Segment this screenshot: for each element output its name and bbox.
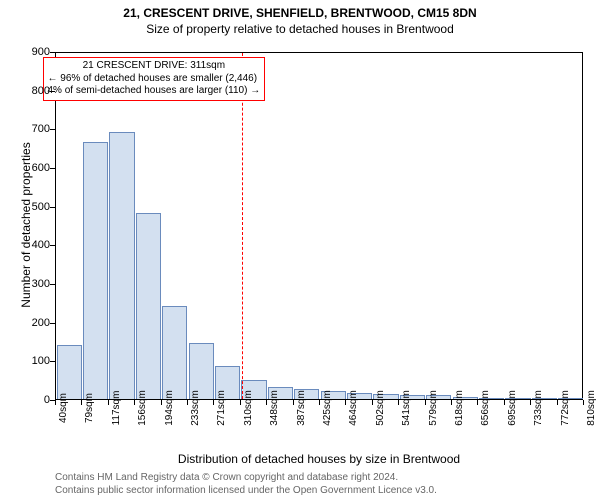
x-tick-label: 387sqm xyxy=(296,390,307,426)
plot-area: 21 CRESCENT DRIVE: 311sqm← 96% of detach… xyxy=(55,52,583,400)
x-tick-label: 464sqm xyxy=(348,390,359,426)
y-tick-mark xyxy=(50,129,55,130)
chart-container: 21, CRESCENT DRIVE, SHENFIELD, BRENTWOOD… xyxy=(0,0,600,500)
x-tick-label: 271sqm xyxy=(216,390,227,426)
x-tick-mark xyxy=(81,400,82,405)
x-tick-label: 772sqm xyxy=(560,390,571,426)
y-tick-label: 500 xyxy=(20,201,50,213)
callout-box: 21 CRESCENT DRIVE: 311sqm← 96% of detach… xyxy=(43,57,266,101)
callout-line: 4% of semi-detached houses are larger (1… xyxy=(48,85,261,98)
x-tick-mark xyxy=(55,400,56,405)
x-tick-label: 425sqm xyxy=(322,390,333,426)
callout-line: ← 96% of detached houses are smaller (2,… xyxy=(48,73,261,86)
callout-line: 21 CRESCENT DRIVE: 311sqm xyxy=(48,60,261,73)
x-tick-label: 695sqm xyxy=(507,390,518,426)
y-tick-label: 800 xyxy=(20,85,50,97)
reference-line xyxy=(242,53,243,399)
y-tick-label: 100 xyxy=(20,355,50,367)
y-tick-label: 900 xyxy=(20,46,50,58)
x-tick-mark xyxy=(557,400,558,405)
x-tick-mark xyxy=(530,400,531,405)
x-tick-label: 579sqm xyxy=(428,390,439,426)
x-tick-mark xyxy=(293,400,294,405)
x-tick-label: 618sqm xyxy=(454,390,465,426)
histogram-bar xyxy=(83,142,108,399)
x-tick-label: 194sqm xyxy=(164,390,175,426)
footer-line-1: Contains HM Land Registry data © Crown c… xyxy=(55,472,398,483)
x-tick-label: 656sqm xyxy=(480,390,491,426)
y-tick-mark xyxy=(50,361,55,362)
histogram-bar xyxy=(109,132,134,399)
y-tick-mark xyxy=(50,168,55,169)
x-tick-mark xyxy=(345,400,346,405)
y-tick-mark xyxy=(50,52,55,53)
y-tick-label: 200 xyxy=(20,317,50,329)
y-tick-mark xyxy=(50,284,55,285)
x-tick-label: 502sqm xyxy=(375,390,386,426)
x-tick-mark xyxy=(583,400,584,405)
x-tick-mark xyxy=(398,400,399,405)
x-tick-label: 40sqm xyxy=(58,393,69,423)
x-tick-mark xyxy=(187,400,188,405)
y-tick-label: 300 xyxy=(20,278,50,290)
x-tick-mark xyxy=(477,400,478,405)
x-tick-mark xyxy=(213,400,214,405)
y-tick-label: 700 xyxy=(20,123,50,135)
y-tick-label: 600 xyxy=(20,162,50,174)
x-tick-mark xyxy=(504,400,505,405)
x-tick-label: 310sqm xyxy=(243,390,254,426)
x-tick-label: 117sqm xyxy=(111,391,122,426)
x-tick-label: 348sqm xyxy=(269,390,280,426)
y-tick-label: 400 xyxy=(20,239,50,251)
y-tick-mark xyxy=(50,207,55,208)
y-tick-mark xyxy=(50,245,55,246)
chart-subtitle: Size of property relative to detached ho… xyxy=(0,22,600,36)
x-tick-mark xyxy=(372,400,373,405)
x-tick-label: 810sqm xyxy=(586,390,597,426)
y-tick-mark xyxy=(50,91,55,92)
x-tick-mark xyxy=(451,400,452,405)
x-tick-mark xyxy=(266,400,267,405)
x-tick-label: 733sqm xyxy=(533,390,544,426)
y-tick-mark xyxy=(50,323,55,324)
x-tick-label: 156sqm xyxy=(137,390,148,426)
x-tick-mark xyxy=(319,400,320,405)
histogram-bar xyxy=(57,345,82,399)
x-tick-label: 79sqm xyxy=(84,393,95,423)
x-tick-label: 541sqm xyxy=(401,390,412,426)
x-tick-mark xyxy=(161,400,162,405)
x-tick-label: 233sqm xyxy=(190,390,201,426)
x-tick-mark xyxy=(240,400,241,405)
x-tick-mark xyxy=(425,400,426,405)
chart-titles: 21, CRESCENT DRIVE, SHENFIELD, BRENTWOOD… xyxy=(0,0,600,36)
x-tick-mark xyxy=(108,400,109,405)
x-axis-label: Distribution of detached houses by size … xyxy=(55,452,583,466)
histogram-bar xyxy=(136,213,161,399)
chart-title: 21, CRESCENT DRIVE, SHENFIELD, BRENTWOOD… xyxy=(0,6,600,20)
footer-line-2: Contains public sector information licen… xyxy=(55,485,437,496)
y-tick-label: 0 xyxy=(20,394,50,406)
x-tick-mark xyxy=(134,400,135,405)
histogram-bar xyxy=(162,306,187,399)
